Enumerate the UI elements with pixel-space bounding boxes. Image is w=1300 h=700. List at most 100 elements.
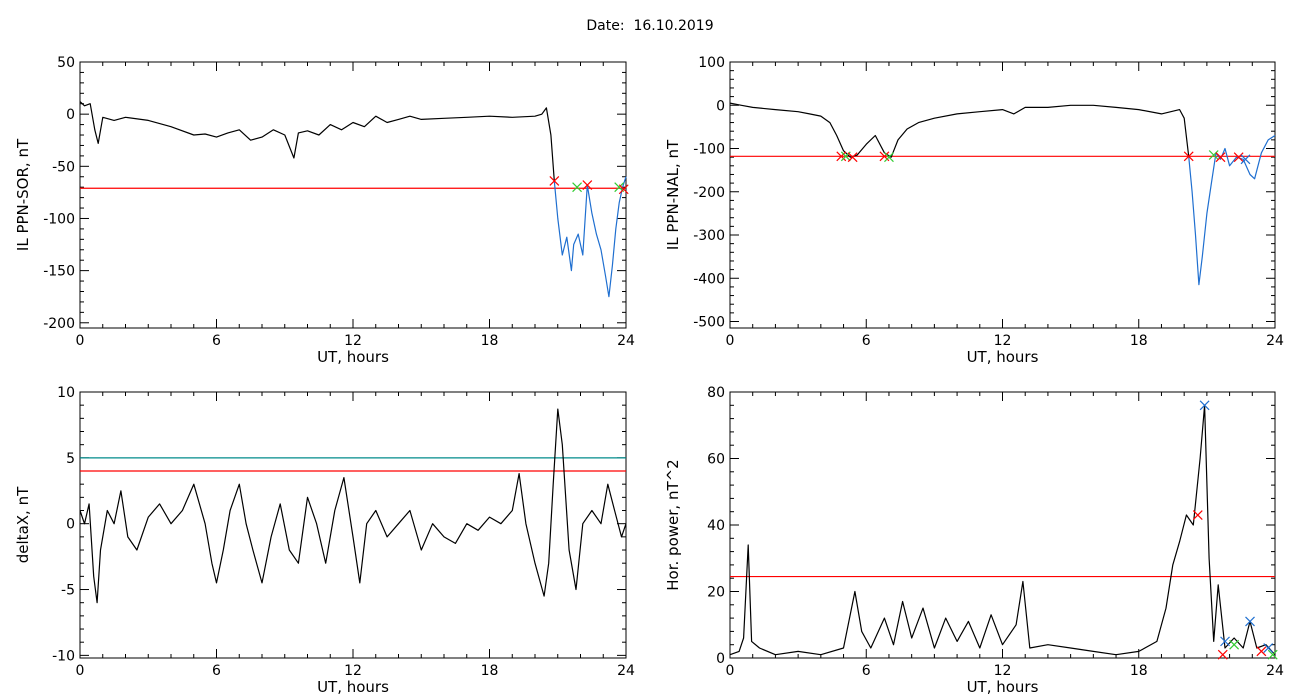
x-tick-label: 0 xyxy=(76,663,85,679)
x-marker xyxy=(1199,400,1210,411)
series-line-1 xyxy=(79,408,627,604)
x-tick-label: 12 xyxy=(344,663,362,679)
marker-stroke xyxy=(1215,152,1226,163)
y-axis-title: IL PPN-SOR, nT xyxy=(14,138,32,251)
marker-stroke xyxy=(879,151,890,162)
x-axis-title: UT, hours xyxy=(967,348,1039,366)
x-marker xyxy=(618,184,629,195)
y-tick-label: 40 xyxy=(707,518,725,534)
y-tick-label: 0 xyxy=(66,107,75,123)
y-tick-label: 20 xyxy=(707,585,725,601)
x-tick-label: 12 xyxy=(994,333,1012,349)
x-marker xyxy=(582,180,593,191)
x-tick-label: 6 xyxy=(862,663,871,679)
x-tick-label: 18 xyxy=(481,333,499,349)
y-tick-label: 10 xyxy=(57,385,75,401)
x-tick-label: 24 xyxy=(1266,333,1284,349)
x-marker xyxy=(1245,616,1255,627)
y-tick-label: -100 xyxy=(43,211,75,227)
series-line-1 xyxy=(79,101,555,181)
marker-stroke xyxy=(572,182,583,193)
marker-stroke xyxy=(1217,649,1228,660)
y-tick-label: -200 xyxy=(43,316,75,332)
y-tick-label: 50 xyxy=(57,55,75,71)
x-tick-label: 18 xyxy=(1130,333,1148,349)
x-marker xyxy=(847,152,858,163)
marker-stroke xyxy=(1267,649,1278,660)
y-tick-label: 5 xyxy=(66,451,75,467)
x-tick-label: 24 xyxy=(1266,663,1284,679)
chart-deltax: 0 6 12 18 24 -10 -5 0 5 10 UT, hours deltaX, nT xyxy=(14,385,635,696)
y-tick-label: -150 xyxy=(43,264,75,280)
x-tick-label: 6 xyxy=(212,663,221,679)
x-marker xyxy=(884,152,894,163)
x-marker xyxy=(836,151,847,162)
x-marker xyxy=(1192,510,1203,520)
series-line-1 xyxy=(729,102,1190,158)
x-tick-label: 0 xyxy=(76,333,85,349)
page-title: Date: 16.10.2019 xyxy=(586,18,714,34)
marker-stroke xyxy=(618,184,629,195)
chart-sor: 0 6 12 18 24 -200 -150 -100 -50 0 50 UT, hours IL PP… xyxy=(14,55,635,366)
marker-stroke xyxy=(1256,646,1267,657)
plot-frame xyxy=(729,61,1276,329)
x-tick-label: 24 xyxy=(617,663,635,679)
y-tick-label: 0 xyxy=(716,651,725,667)
y-tick-label: -100 xyxy=(693,142,725,158)
x-axis-title: UT, hours xyxy=(967,678,1039,696)
x-tick-label: 12 xyxy=(344,333,362,349)
marker-stroke xyxy=(847,152,858,163)
x-tick-label: 18 xyxy=(1130,663,1148,679)
series-line-1 xyxy=(729,404,1276,656)
y-tick-label: -50 xyxy=(52,159,75,175)
marker-stroke xyxy=(1199,400,1210,411)
x-marker xyxy=(1240,154,1251,165)
marker-stroke xyxy=(1183,151,1194,162)
x-tick-label: 6 xyxy=(212,333,221,349)
y-axis-title: deltaX, nT xyxy=(14,486,32,563)
marker-stroke xyxy=(836,151,847,162)
series-line-2 xyxy=(1188,134,1276,286)
x-marker xyxy=(1229,639,1240,650)
x-tick-label: 24 xyxy=(617,333,635,349)
y-tick-label: 0 xyxy=(716,98,725,114)
marker-stroke xyxy=(1220,636,1230,647)
y-tick-label: -5 xyxy=(61,583,75,599)
y-axis-title: IL PPN-NAL, nT xyxy=(664,139,682,250)
x-marker xyxy=(1267,649,1278,660)
x-marker xyxy=(1208,150,1219,160)
marker-stroke xyxy=(549,175,560,186)
marker-stroke xyxy=(614,182,625,193)
y-tick-label: 100 xyxy=(698,55,725,71)
x-marker xyxy=(1183,151,1194,162)
series-line-2 xyxy=(553,176,627,298)
plot-frame xyxy=(79,391,627,659)
marker-stroke xyxy=(1245,616,1255,627)
marker-stroke xyxy=(1208,150,1219,160)
x-tick-label: 0 xyxy=(726,663,735,679)
y-axis-title: Hor. power, nT^2 xyxy=(664,459,682,590)
y-tick-label: -10 xyxy=(52,648,75,664)
x-marker xyxy=(1233,152,1244,163)
chart-power: 0 6 12 18 24 0 20 40 60 80 UT, hours Hor. power, nT… xyxy=(664,385,1284,696)
marker-stroke xyxy=(884,152,894,163)
x-tick-label: 0 xyxy=(726,333,735,349)
x-marker xyxy=(1220,636,1230,647)
y-tick-label: 0 xyxy=(66,517,75,533)
y-tick-label: 60 xyxy=(707,452,725,468)
marker-stroke xyxy=(1240,154,1251,165)
x-marker xyxy=(1256,646,1267,657)
y-tick-label: 80 xyxy=(707,385,725,401)
x-axis-title: UT, hours xyxy=(317,678,389,696)
x-tick-label: 6 xyxy=(862,333,871,349)
y-tick-label: -400 xyxy=(693,271,725,287)
marker-stroke xyxy=(1233,152,1244,163)
marker-stroke xyxy=(1192,510,1203,520)
y-tick-label: -200 xyxy=(693,185,725,201)
x-axis-title: UT, hours xyxy=(317,348,389,366)
x-marker xyxy=(572,182,583,193)
plot-frame xyxy=(79,61,627,329)
y-tick-label: -500 xyxy=(693,315,725,331)
chart-nal: 0 6 12 18 24 -500 -400 -300 -200 -100 0 100 UT, hour… xyxy=(664,55,1284,366)
